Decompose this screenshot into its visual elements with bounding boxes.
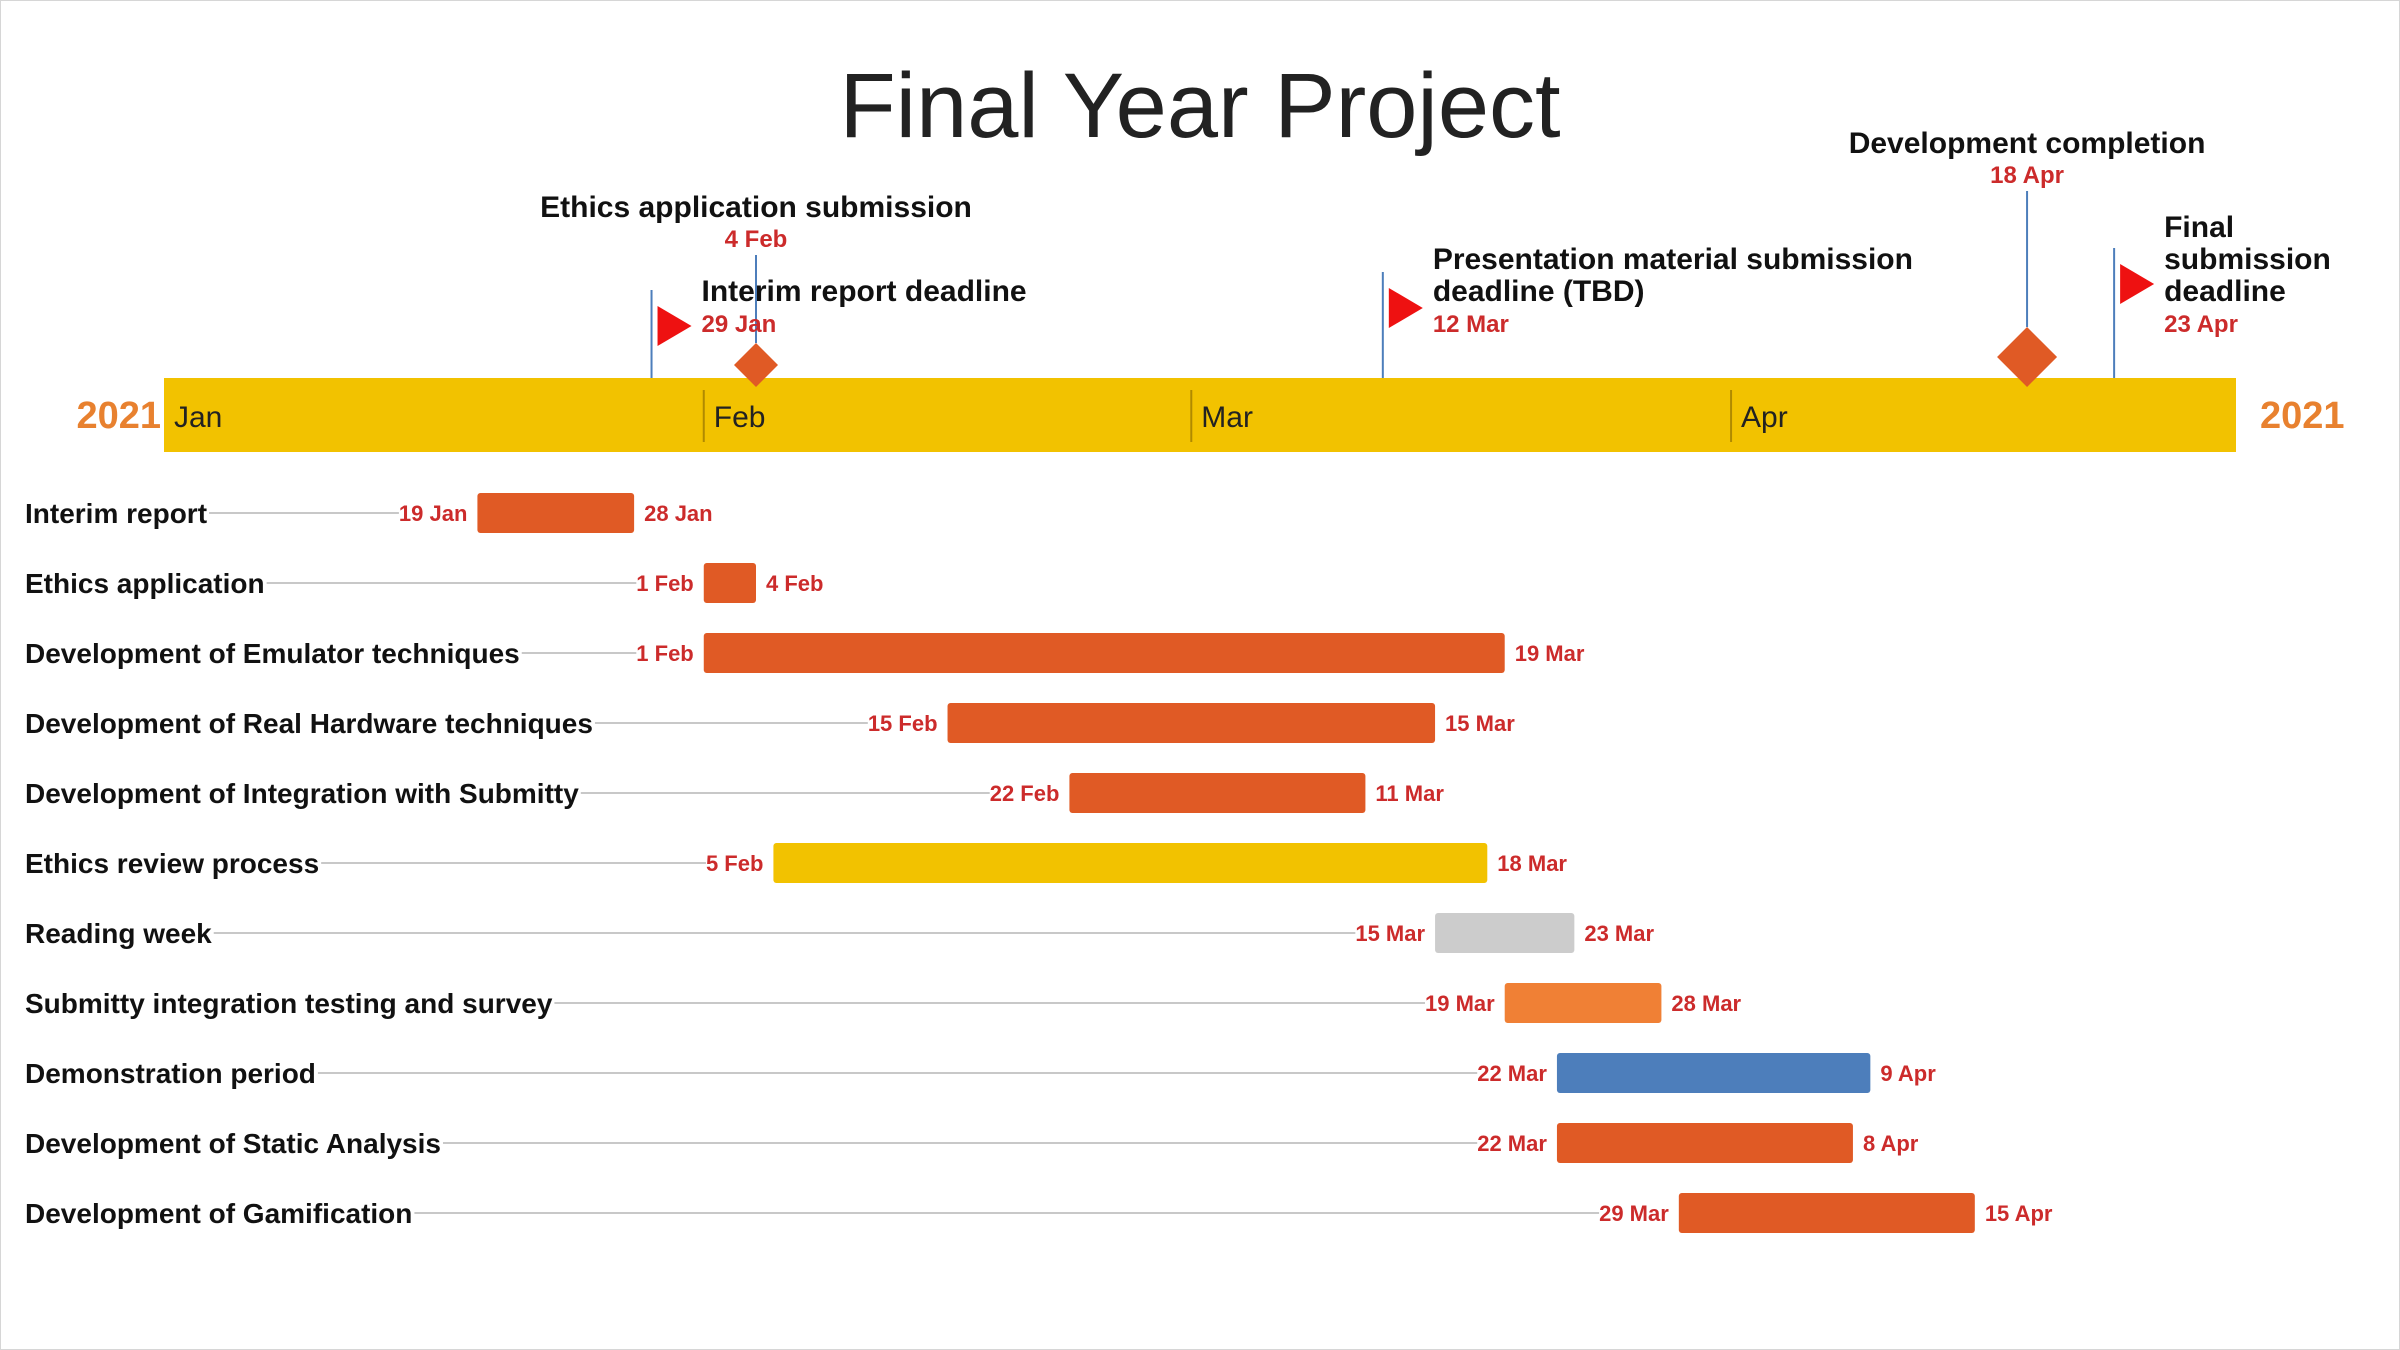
task-start-date: 22 Mar (1477, 1061, 1547, 1086)
task-end-date: 28 Mar (1671, 991, 1741, 1016)
task-label: Development of Integration with Submitty (25, 778, 579, 809)
task-label: Development of Real Hardware techniques (25, 708, 593, 739)
task-label: Interim report (25, 498, 207, 529)
task-row: Submitty integration testing and survey 1… (25, 983, 1742, 1023)
milestone: Interim report deadline 29 Jan (650, 275, 1027, 378)
task-end-date: 8 Apr (1863, 1131, 1919, 1156)
task-label: Ethics review process (25, 848, 319, 879)
task-end-date: 28 Jan (644, 501, 713, 526)
month-axis: Jan Feb Mar Apr (174, 390, 1788, 442)
task-end-date: 15 Mar (1445, 711, 1515, 736)
task-bar (477, 493, 635, 533)
task-start-date: 15 Feb (868, 711, 938, 736)
task-bar (1435, 913, 1575, 953)
year-label-right: 2021 (2260, 395, 2345, 437)
milestone-name: Development completion (1849, 127, 2206, 160)
task-label: Development of Gamification (25, 1198, 412, 1229)
task-start-date: 5 Feb (706, 851, 763, 876)
task-end-date: 18 Mar (1497, 851, 1567, 876)
flag-icon (2120, 264, 2155, 304)
task-start-date: 22 Feb (990, 781, 1060, 806)
diamond-icon (734, 343, 778, 387)
milestone: Presentation material submission deadline… (1381, 243, 1913, 378)
milestone-name: Interim report deadline (702, 275, 1027, 308)
task-start-date: 15 Mar (1355, 921, 1425, 946)
milestone-date: 4 Feb (725, 226, 788, 253)
task-start-date: 1 Feb (636, 571, 693, 596)
task-bar (773, 843, 1488, 883)
task-start-date: 29 Mar (1599, 1201, 1669, 1226)
task-start-date: 22 Mar (1477, 1131, 1547, 1156)
task-row: Ethics review process 5 Feb 18 Mar (25, 843, 1567, 883)
task-start-date: 1 Feb (636, 641, 693, 666)
flag-icon (657, 306, 692, 346)
task-rows: Interim report 19 Jan 28 Jan Ethics applica… (25, 493, 2053, 1233)
task-row: Reading week 15 Mar 23 Mar (25, 913, 1654, 953)
task-row: Development of Static Analysis 22 Mar 8 Ap… (25, 1123, 1919, 1163)
task-row: Ethics application 1 Feb 4 Feb (25, 563, 823, 603)
task-row: Development of Emulator techniques 1 Feb 1… (25, 633, 1585, 673)
task-end-date: 9 Apr (1880, 1061, 1936, 1086)
task-start-date: 19 Mar (1425, 991, 1495, 1016)
chart-title: Final Year Project (839, 55, 1560, 157)
task-row: Development of Integration with Submitty… (25, 773, 1444, 813)
task-label: Reading week (25, 918, 212, 949)
flag-icon (1388, 288, 1423, 328)
task-row: Demonstration period 22 Mar 9 Apr (25, 1053, 1936, 1093)
milestone-date: 12 Mar (1433, 311, 1509, 338)
year-label-left: 2021 (76, 395, 161, 437)
task-row: Development of Real Hardware techniques 1… (25, 703, 1515, 743)
milestone-name: Ethics application submission (540, 191, 972, 224)
milestone-name: Presentation material submission deadline… (1433, 243, 1913, 308)
task-bar (947, 703, 1436, 743)
task-label: Development of Emulator techniques (25, 638, 520, 669)
task-row: Development of Gamification 29 Mar 15 Apr (25, 1193, 2053, 1233)
month-label: Mar (1201, 401, 1253, 434)
task-label: Development of Static Analysis (25, 1128, 441, 1159)
task-bar (703, 633, 1505, 673)
milestone-name: Final submission deadline (2164, 211, 2331, 308)
task-end-date: 19 Mar (1515, 641, 1585, 666)
task-end-date: 4 Feb (766, 571, 823, 596)
milestone-date: 29 Jan (702, 311, 777, 338)
task-bar (1069, 773, 1366, 813)
milestone: Final submission deadline 23 Apr (2113, 211, 2331, 378)
timeline-band (164, 378, 2236, 452)
task-row: Interim report 19 Jan 28 Jan (25, 493, 713, 533)
month-label: Feb (714, 401, 766, 434)
task-bar (1556, 1123, 1853, 1163)
task-end-date: 11 Mar (1375, 781, 1444, 806)
task-label: Demonstration period (25, 1058, 316, 1089)
milestone-date: 18 Apr (1990, 162, 2064, 189)
task-bar (703, 563, 756, 603)
task-bar (1678, 1193, 1975, 1233)
task-end-date: 23 Mar (1584, 921, 1654, 946)
task-label: Submitty integration testing and survey (25, 988, 553, 1019)
diamond-icon (1997, 327, 2058, 387)
task-end-date: 15 Apr (1985, 1201, 2053, 1226)
milestone-date: 23 Apr (2164, 311, 2238, 338)
month-label: Apr (1741, 401, 1788, 434)
task-bar (1556, 1053, 1871, 1093)
task-bar (1504, 983, 1662, 1023)
month-label: Jan (174, 401, 222, 434)
task-label: Ethics application (25, 568, 265, 599)
task-start-date: 19 Jan (399, 501, 468, 526)
